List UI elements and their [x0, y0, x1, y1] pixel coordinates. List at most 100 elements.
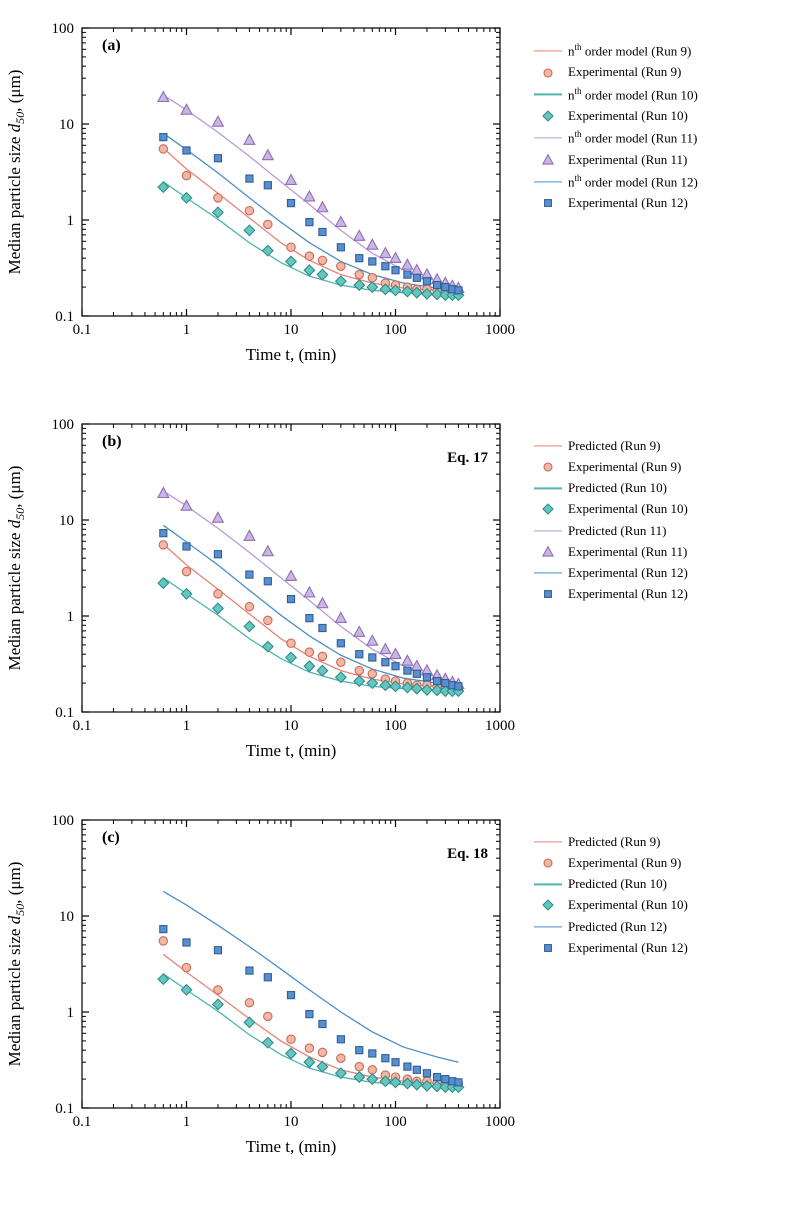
x-axis-label: Time t, (min): [246, 345, 337, 364]
xtick-label: 0.1: [73, 322, 92, 338]
xtick-label: 10: [284, 718, 299, 734]
legend-swatch: [534, 131, 562, 145]
ytick-label: 1: [67, 1005, 75, 1021]
ytick-label: 10: [59, 909, 74, 925]
legend-label: Experimental (Run 11): [568, 542, 687, 562]
panel-c: 0.111010010000.1110100(c)Eq. 18Median pa…: [0, 802, 796, 1198]
legend-label: Predicted (Run 11): [568, 521, 666, 541]
y-axis-label: Median particle size d50, (μm): [5, 862, 27, 1067]
legend-label: Experimental (Run 10): [568, 895, 688, 915]
legend-swatch: [534, 87, 562, 101]
legend-label: Experimental (Run 11): [568, 150, 687, 170]
model-line-run12: [163, 891, 458, 1062]
legend-label: Predicted (Run 10): [568, 478, 667, 498]
xtick-label: 1: [183, 1114, 191, 1130]
xtick-label: 1: [183, 718, 191, 734]
legend-swatch: [534, 460, 562, 474]
legend-item: Predicted (Run 10): [534, 874, 688, 894]
legend-label: Experimental (Run 12): [568, 193, 688, 213]
legend-swatch: [534, 566, 562, 580]
legend-item: Experimental (Run 9): [534, 457, 688, 477]
legend-swatch: [534, 44, 562, 58]
legend-swatch: [534, 920, 562, 934]
legend-item: Experimental (Run 11): [534, 150, 698, 170]
legend-label: Experimental (Run 12): [568, 563, 688, 583]
model-line-run12: [163, 525, 458, 685]
chart-c: 0.111010010000.1110100(c)Eq. 18Median pa…: [0, 802, 530, 1162]
panel-tag-a: (a): [102, 37, 121, 54]
legend-b: Predicted (Run 9)Experimental (Run 9)Pre…: [530, 406, 688, 605]
x-axis-label: Time t, (min): [246, 741, 337, 760]
legend-label: Predicted (Run 12): [568, 917, 667, 937]
xtick-label: 1000: [485, 718, 515, 734]
legend-item: Predicted (Run 11): [534, 521, 688, 541]
legend-swatch: [534, 439, 562, 453]
legend-swatch: [534, 66, 562, 80]
xtick-label: 0.1: [73, 1114, 92, 1130]
legend-swatch: [534, 545, 562, 559]
panel-tag-c: (c): [102, 829, 120, 846]
legend-swatch: [534, 196, 562, 210]
ytick-label: 0.1: [55, 309, 74, 325]
ytick-label: 10: [59, 513, 74, 529]
legend-label: Predicted (Run 10): [568, 874, 667, 894]
ytick-label: 0.1: [55, 1101, 74, 1117]
legend-swatch: [534, 524, 562, 538]
chart-b: 0.111010010000.1110100(b)Eq. 17Median pa…: [0, 406, 530, 766]
panel-tag-b: (b): [102, 433, 122, 450]
xtick-label: 100: [384, 322, 407, 338]
y-axis-label: Median particle size d50, (μm): [5, 466, 27, 671]
legend-item: Experimental (Run 12): [534, 584, 688, 604]
legend-item: nth order model (Run 9): [534, 40, 698, 61]
legend-label: nth order model (Run 9): [568, 40, 691, 61]
legend-label: Experimental (Run 9): [568, 853, 681, 873]
xtick-label: 1: [183, 322, 191, 338]
legend-a: nth order model (Run 9)Experimental (Run…: [530, 10, 698, 214]
ytick-label: 100: [52, 813, 75, 829]
legend-swatch: [534, 153, 562, 167]
legend-label: Predicted (Run 9): [568, 832, 660, 852]
legend-label: Predicted (Run 9): [568, 436, 660, 456]
panel-a: 0.111010010000.1110100(a)Median particle…: [0, 10, 796, 406]
legend-swatch: [534, 835, 562, 849]
legend-label: Experimental (Run 9): [568, 62, 681, 82]
legend-swatch: [534, 856, 562, 870]
legend-swatch: [534, 481, 562, 495]
legend-item: Experimental (Run 10): [534, 895, 688, 915]
xtick-label: 10: [284, 1114, 299, 1130]
legend-label: Experimental (Run 12): [568, 938, 688, 958]
ytick-label: 0.1: [55, 705, 74, 721]
x-axis-label: Time t, (min): [246, 1137, 337, 1156]
chart-a: 0.111010010000.1110100(a)Median particle…: [0, 10, 530, 370]
legend-item: Experimental (Run 12): [534, 563, 688, 583]
legend-label: nth order model (Run 10): [568, 84, 698, 105]
legend-item: nth order model (Run 11): [534, 127, 698, 148]
xtick-label: 100: [384, 718, 407, 734]
ytick-label: 1: [67, 213, 75, 229]
legend-swatch: [534, 587, 562, 601]
legend-item: Predicted (Run 9): [534, 436, 688, 456]
panel-b: 0.111010010000.1110100(b)Eq. 17Median pa…: [0, 406, 796, 802]
legend-swatch: [534, 898, 562, 912]
legend-item: Experimental (Run 11): [534, 542, 688, 562]
legend-swatch: [534, 502, 562, 516]
legend-item: nth order model (Run 10): [534, 84, 698, 105]
eq-label-c: Eq. 18: [447, 846, 488, 862]
legend-item: Experimental (Run 9): [534, 62, 698, 82]
legend-swatch: [534, 175, 562, 189]
xtick-label: 10: [284, 322, 299, 338]
legend-label: Experimental (Run 10): [568, 499, 688, 519]
legend-item: Predicted (Run 10): [534, 478, 688, 498]
legend-c: Predicted (Run 9)Experimental (Run 9)Pre…: [530, 802, 688, 959]
eq-label-b: Eq. 17: [447, 450, 488, 466]
legend-item: Predicted (Run 9): [534, 832, 688, 852]
legend-item: Experimental (Run 12): [534, 938, 688, 958]
ytick-label: 1: [67, 609, 75, 625]
legend-item: Experimental (Run 10): [534, 499, 688, 519]
xtick-label: 100: [384, 1114, 407, 1130]
xtick-label: 0.1: [73, 718, 92, 734]
legend-swatch: [534, 941, 562, 955]
ytick-label: 10: [59, 117, 74, 133]
legend-swatch: [534, 109, 562, 123]
legend-item: Predicted (Run 12): [534, 917, 688, 937]
